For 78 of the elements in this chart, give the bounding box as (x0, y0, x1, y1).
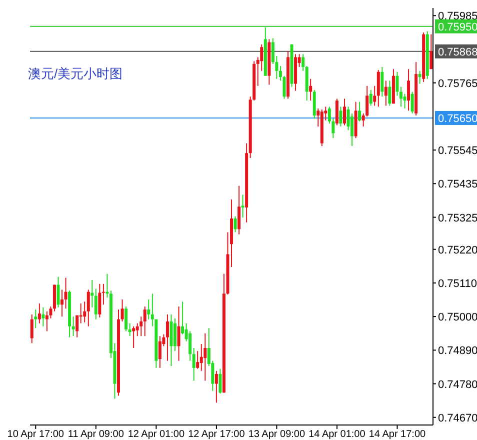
candlestick (369, 89, 372, 106)
candlestick (339, 106, 342, 128)
candlestick (396, 71, 399, 96)
candlestick (76, 314, 79, 338)
x-tick-label: 13 Apr 09:00 (248, 429, 306, 440)
candlestick (358, 101, 362, 122)
y-tick-label: 0.75435 (438, 178, 477, 191)
candlestick (72, 316, 75, 337)
candlestick (218, 368, 222, 394)
y-tick-label: 0.75110 (438, 278, 477, 290)
candlestick (140, 316, 143, 337)
candlestick (410, 91, 414, 114)
candlestick (56, 276, 60, 308)
candlestick (342, 98, 346, 126)
candlestick (399, 86, 402, 108)
ref-line-label: 0.75950 (438, 21, 477, 34)
candlestick (204, 332, 207, 382)
candlestick (373, 85, 376, 106)
candlestick (403, 93, 406, 110)
candlestick (241, 194, 244, 218)
candlestick (192, 348, 196, 382)
candlestick (128, 322, 132, 337)
candlestick (384, 80, 388, 106)
candlestick (94, 288, 98, 320)
candlestick (407, 68, 410, 112)
candlestick (388, 80, 392, 106)
y-tick-label: 0.75000 (438, 312, 477, 324)
y-tick-label: 0.75545 (438, 145, 477, 158)
y-tick-label: 0.74670 (438, 412, 477, 424)
candlestick (120, 298, 124, 322)
candlestick (45, 310, 48, 332)
candlestick (380, 66, 384, 98)
y-tick-label: 0.75220 (438, 244, 477, 256)
candlestick (143, 306, 146, 337)
candlestick (196, 350, 200, 370)
candlestick (147, 298, 150, 320)
candlestick (214, 370, 218, 404)
y-tick-label: 0.74780 (438, 378, 477, 391)
y-tick-label: 0.75765 (438, 78, 477, 90)
candlestick (98, 283, 102, 318)
candlestick (418, 70, 422, 84)
candlestick (181, 301, 184, 335)
candlestick (238, 185, 241, 235)
candlestick (430, 34, 433, 70)
candlestick (64, 277, 68, 310)
candlestick (90, 279, 94, 308)
candlestick (158, 336, 162, 368)
candlestick (309, 78, 312, 102)
x-tick-label: 14 Apr 01:00 (308, 429, 366, 440)
candlestick (132, 326, 136, 349)
candlestick (38, 302, 41, 324)
candlestick (124, 306, 128, 332)
candlestick (42, 306, 45, 327)
candlestick (302, 54, 305, 72)
x-tick-label: 10 Apr 17:00 (7, 429, 64, 440)
y-tick-label: 0.75985 (438, 10, 477, 23)
y-tick-label: 0.75325 (438, 212, 477, 224)
candlestick (312, 89, 316, 120)
candlestick (376, 70, 380, 108)
candlestick (166, 314, 169, 362)
y-tick-label: 0.74890 (438, 345, 477, 358)
x-tick-label: 12 Apr 17:00 (188, 429, 246, 440)
ref-line-label: 0.75650 (438, 112, 477, 125)
candlestick (86, 289, 90, 327)
candlestick (60, 289, 64, 318)
candlestick (52, 284, 56, 312)
candlestick (174, 318, 177, 352)
candlestick (34, 309, 38, 329)
candlestick (335, 98, 338, 126)
ref-line-label: 0.75868 (438, 46, 477, 58)
candlestick (234, 216, 237, 233)
x-tick-label: 11 Apr 09:00 (68, 429, 124, 440)
candlestick (30, 314, 34, 344)
candlestick (83, 301, 86, 323)
x-tick-label: 12 Apr 01:00 (128, 429, 185, 440)
text: 澳元/美元小时图 (28, 66, 123, 81)
x-tick-label: 14 Apr 17:00 (368, 429, 426, 440)
candlestick (177, 306, 180, 362)
